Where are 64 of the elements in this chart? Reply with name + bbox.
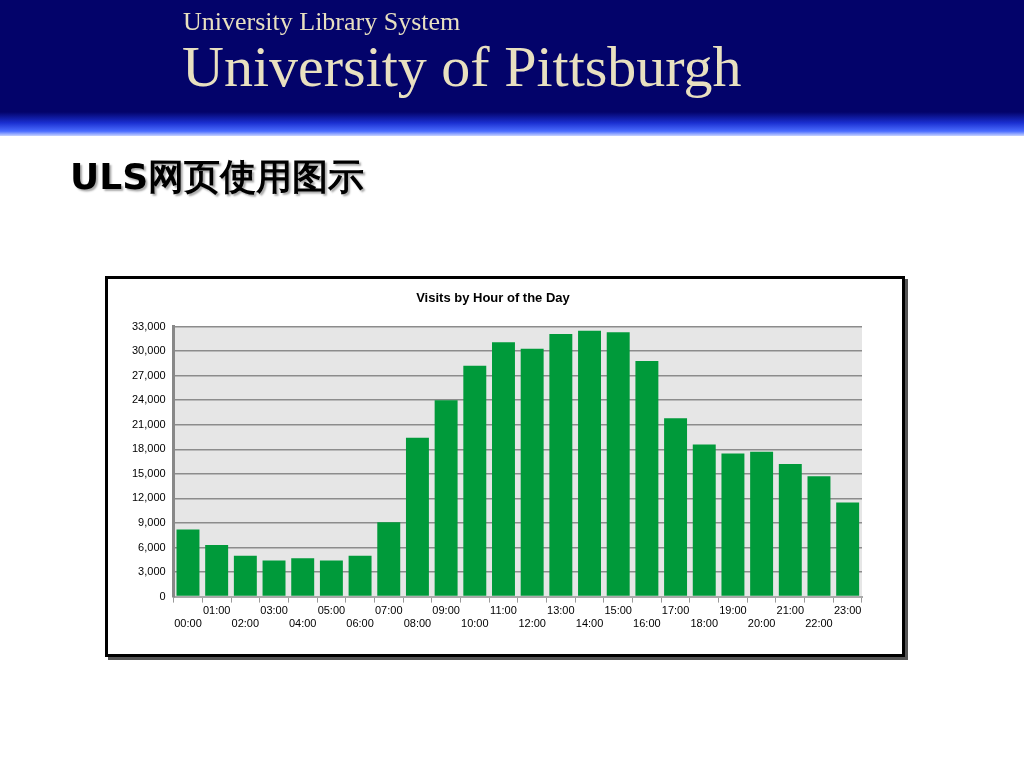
- x-tick-label: 18:00: [690, 617, 719, 630]
- y-tick-label: 6,000: [138, 540, 166, 553]
- x-tick-label: 03:00: [260, 604, 288, 617]
- bar: [721, 453, 745, 596]
- y-tick-label: 33,000: [131, 319, 166, 332]
- bar: [750, 451, 774, 596]
- bar: [606, 332, 630, 596]
- y-tick-label: 12,000: [131, 491, 166, 504]
- bar: [348, 555, 372, 596]
- bar: [578, 330, 601, 596]
- x-tick-label: 02:00: [231, 617, 260, 630]
- text: University Library System: [183, 7, 461, 37]
- x-tick-label: 20:00: [747, 617, 776, 630]
- bar: [492, 342, 515, 596]
- x-tick-label: 15:00: [604, 604, 632, 617]
- y-tick-label: 18,000: [131, 442, 166, 455]
- x-tick-label: 21:00: [776, 604, 805, 617]
- x-tick-label: 13:00: [547, 604, 575, 617]
- x-tick-label: 16:00: [633, 617, 661, 630]
- bar: [836, 502, 860, 596]
- bar: [291, 558, 315, 596]
- y-tick-label: 24,000: [131, 393, 166, 406]
- y-tick-label: 0: [159, 589, 166, 602]
- text: University of Pittsburgh: [182, 34, 742, 100]
- x-tick-label: 01:00: [202, 604, 231, 617]
- bar: [319, 560, 343, 596]
- bar: [664, 418, 688, 596]
- text: ULS网页使用图示: [70, 155, 365, 199]
- bar: [635, 360, 659, 596]
- x-tick-label: 12:00: [518, 617, 546, 630]
- x-tick-label: 19:00: [719, 604, 747, 617]
- x-tick-label: 07:00: [374, 604, 403, 617]
- y-tick-label: 21,000: [131, 417, 166, 430]
- bar: [176, 529, 200, 596]
- x-tick-label: 23:00: [833, 604, 862, 617]
- bar: [692, 444, 716, 596]
- x-tick-label: 22:00: [805, 617, 833, 630]
- bar: [520, 348, 544, 596]
- x-tick-label: 06:00: [346, 617, 374, 630]
- bar: [233, 555, 257, 596]
- bar: [434, 400, 458, 596]
- bar: [205, 545, 229, 596]
- bar: [377, 522, 401, 596]
- chart-title: Visits by Hour of the Day: [416, 290, 571, 306]
- bar: [463, 365, 487, 596]
- y-tick-label: 9,000: [138, 515, 166, 528]
- x-tick-label: 10:00: [461, 617, 489, 630]
- bar: [549, 333, 573, 596]
- x-tick-label: 09:00: [432, 604, 460, 617]
- x-tick-label: 14:00: [575, 617, 604, 630]
- bar: [807, 476, 831, 596]
- y-tick-label: 15,000: [131, 466, 166, 479]
- bar: [778, 464, 802, 596]
- x-tick-label: 05:00: [317, 604, 346, 617]
- x-tick-label: 08:00: [403, 617, 432, 630]
- y-tick-label: 27,000: [131, 368, 166, 381]
- bar: [262, 560, 286, 596]
- bar: [405, 437, 429, 596]
- x-tick-label: 04:00: [288, 617, 317, 630]
- x-tick-label: 11:00: [490, 604, 517, 617]
- x-tick-label: 00:00: [174, 617, 202, 630]
- y-tick-label: 3,000: [138, 565, 166, 578]
- x-tick-label: 17:00: [661, 604, 690, 617]
- y-tick-label: 30,000: [131, 344, 166, 357]
